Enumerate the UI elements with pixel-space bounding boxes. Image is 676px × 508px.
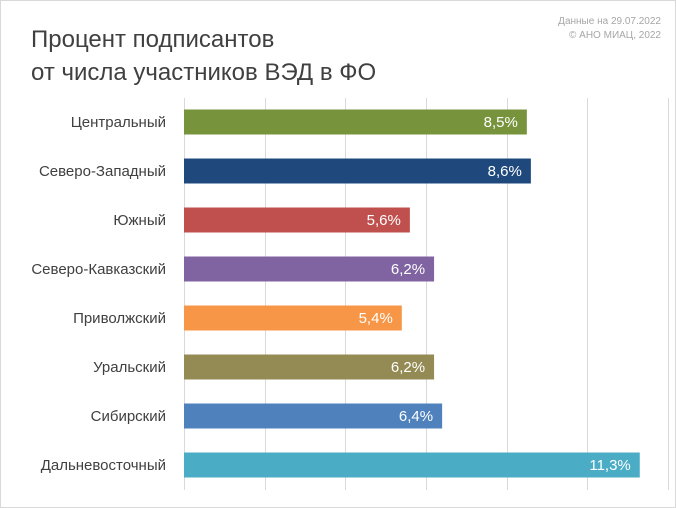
category-label: Приволжский bbox=[73, 310, 166, 327]
value-label: 6,2% bbox=[391, 261, 425, 278]
value-labels: 8,5% 8,6% 5,6% 6,2% 5,4% 6,2% 6,4% 11,3% bbox=[359, 114, 631, 474]
value-label: 6,4% bbox=[399, 408, 433, 425]
chart-title: Процент подписантов от числа участников … bbox=[31, 23, 376, 89]
value-label: 11,3% bbox=[589, 457, 630, 474]
category-label: Северо-Кавказский bbox=[31, 261, 166, 278]
bars bbox=[184, 109, 640, 478]
bar bbox=[184, 207, 410, 233]
category-labels: Центральный Северо-Западный Южный Северо-Ка… bbox=[31, 114, 166, 474]
bar bbox=[184, 158, 531, 184]
category-label: Дальневосточный bbox=[41, 457, 166, 474]
category-label: Южный bbox=[113, 212, 166, 229]
source-note: Данные на 29.07.2022 © АНО МИАЦ, 2022 bbox=[558, 15, 661, 43]
bar bbox=[184, 305, 402, 331]
value-label: 8,5% bbox=[484, 114, 518, 131]
category-label: Северо-Западный bbox=[39, 163, 166, 180]
source-copyright: © АНО МИАЦ, 2022 bbox=[569, 30, 661, 41]
bar bbox=[184, 109, 527, 135]
category-label: Центральный bbox=[71, 114, 166, 131]
bar bbox=[184, 256, 435, 282]
chart-title-line-2: от числа участников ВЭД в ФО bbox=[31, 59, 377, 86]
value-label: 5,4% bbox=[359, 310, 393, 327]
category-label: Уральский bbox=[93, 359, 166, 376]
value-label: 6,2% bbox=[391, 359, 425, 376]
bar bbox=[184, 403, 443, 429]
bar bbox=[184, 354, 435, 380]
source-date: Данные на 29.07.2022 bbox=[558, 16, 661, 27]
gridlines bbox=[184, 98, 669, 490]
value-label: 5,6% bbox=[367, 212, 401, 229]
value-label: 8,6% bbox=[488, 163, 522, 180]
category-label: Сибирский bbox=[91, 408, 166, 425]
chart-title-line-1: Процент подписантов bbox=[31, 26, 275, 53]
bar bbox=[184, 452, 640, 478]
